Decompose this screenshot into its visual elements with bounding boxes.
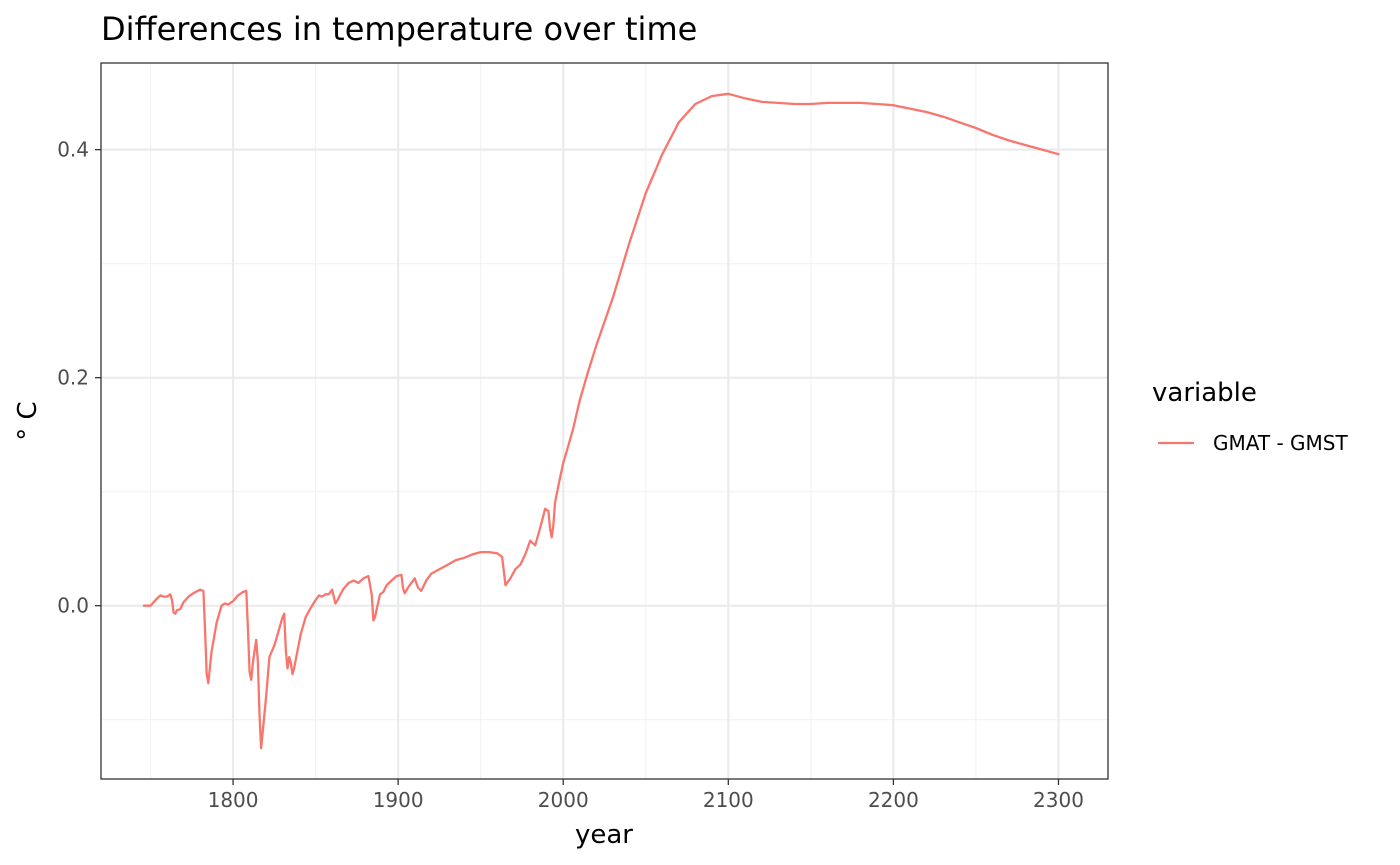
legend-label: GMAT - GMST [1213, 431, 1348, 455]
x-tick-label: 2300 [1033, 788, 1084, 812]
panel-border [100, 62, 1109, 780]
y-axis-title: ° C [13, 401, 43, 440]
series-layer [142, 92, 1060, 750]
x-tick-label: 1900 [373, 788, 424, 812]
legend-items: GMAT - GMST [1158, 431, 1348, 455]
y-tick-label: 0.2 [57, 366, 89, 390]
x-axis-title: year [575, 820, 633, 850]
chart-title: Differences in temperature over time [101, 10, 697, 48]
legend-title: variable [1152, 378, 1257, 408]
x-axis: 1800 1900 2000 2100 2200 2300 [208, 779, 1084, 812]
major-gridlines [101, 63, 1108, 779]
y-tick-label: 0.0 [57, 594, 89, 618]
x-tick-label: 1800 [208, 788, 259, 812]
x-tick-label: 2100 [703, 788, 754, 812]
x-tick-label: 2200 [868, 788, 919, 812]
x-tick-label: 2000 [538, 788, 589, 812]
plot-panel [100, 62, 1109, 780]
minor-gridlines [101, 63, 1108, 779]
series-line-gmat-gmst [142, 92, 1060, 750]
y-tick-label: 0.4 [57, 138, 89, 162]
y-axis: 0.0 0.2 0.4 [57, 138, 101, 618]
legend: variable GMAT - GMST [1152, 378, 1348, 455]
